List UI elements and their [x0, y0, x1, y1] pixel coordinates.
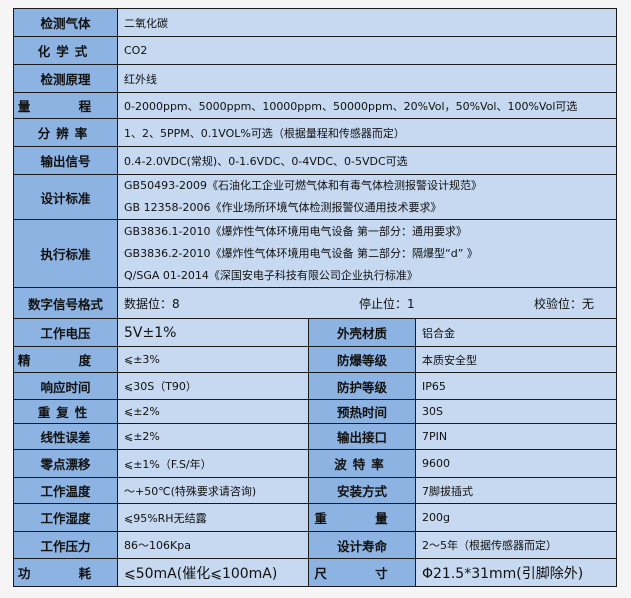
- spec-label: 设计寿命: [308, 531, 416, 559]
- spec-label: 波特率: [308, 449, 416, 478]
- spec-value: 7PIN: [415, 423, 617, 450]
- spec-row: 工作电压 5V±1% 外壳材质 铝合金: [13, 318, 617, 347]
- spec-label: 分辨率: [13, 118, 118, 147]
- spec-label: 输出接口: [308, 423, 416, 450]
- spec-row: 化学式 CO2: [13, 36, 617, 65]
- spec-row: 检测气体 二氧化碳: [13, 8, 617, 37]
- spec-label: 外壳材质: [308, 318, 416, 347]
- spec-value: ⩽±2%: [117, 423, 309, 450]
- spec-label: 化学式: [13, 36, 118, 65]
- spec-value: ⩽50mA(催化⩽100mA): [117, 558, 309, 587]
- spec-label: 线性误差: [13, 423, 118, 450]
- spec-value: 0-2000ppm、5000ppm、10000ppm、50000ppm、20%V…: [117, 92, 617, 119]
- spec-label: 数字信号格式: [13, 287, 118, 319]
- spec-table: 检测气体 二氧化碳 化学式 CO2 检测原理 红外线量 程 0-2000ppm、5000pp…: [13, 8, 617, 587]
- exec-standard-row: 执行标准 GB3836.1-2010《爆炸性气体环境用电气设备 第一部分：通用要求…: [13, 219, 617, 288]
- spec-value: 0.4-2.0VDC(常规)、0-1.6VDC、0-4VDC、0-5VDC可选: [117, 146, 617, 175]
- spec-label: 工作湿度: [13, 503, 118, 532]
- spec-label: 防护等级: [308, 372, 416, 400]
- standard-line: GB3836.2-2010《爆炸性气体环境用电气设备 第二部分：隔爆型“d” 》: [124, 246, 478, 260]
- standard-line: GB3836.1-2010《爆炸性气体环境用电气设备 第一部分：通用要求》: [124, 224, 468, 238]
- digital-format-row: 数字信号格式 数据位：8 停止位：1 校验位：无: [13, 287, 617, 319]
- spec-label: 执行标准: [13, 219, 118, 288]
- spec-row: 线性误差 ⩽±2% 输出接口 7PIN: [13, 423, 617, 450]
- spec-value: ⩽±1%（F.S/年）: [117, 449, 309, 478]
- spec-label: 零点漂移: [13, 449, 118, 478]
- spec-row: 精 度 ⩽±3% 防爆等级 本质安全型: [13, 346, 617, 373]
- spec-value: IP65: [415, 372, 617, 400]
- parity: 校验位：无: [533, 296, 594, 311]
- spec-value: GB50493-2009《石油化工企业可燃气体和有毒气体检测报警设计规范》 GB …: [117, 174, 617, 220]
- spec-value: ～+50℃(特殊要求请咨询): [117, 477, 309, 504]
- spec-label: 预热时间: [308, 399, 416, 424]
- spec-row: 重复性 ⩽±2% 预热时间 30S: [13, 399, 617, 424]
- spec-value: ⩽±3%: [117, 346, 309, 373]
- spec-label: 工作温度: [13, 477, 118, 504]
- design-standard-row: 设计标准 GB50493-2009《石油化工企业可燃气体和有毒气体检测报警设计规范…: [13, 174, 617, 220]
- spec-row: 检测原理 红外线: [13, 64, 617, 93]
- standard-line: GB50493-2009《石油化工企业可燃气体和有毒气体检测报警设计规范》: [124, 179, 483, 192]
- spec-value: 5V±1%: [117, 318, 309, 347]
- spec-value: 1、2、5PPM、0.1VOL%可选（根据量程和传感器而定）: [117, 118, 617, 147]
- spec-value: 本质安全型: [415, 346, 617, 373]
- spec-value: 200g: [415, 503, 617, 532]
- data-bits: 数据位：8: [124, 296, 180, 311]
- spec-value: 铝合金: [415, 318, 617, 347]
- spec-value: 30S: [415, 399, 617, 424]
- spec-row: 量 程 0-2000ppm、5000ppm、10000ppm、50000ppm、2…: [13, 92, 617, 119]
- spec-value: 2～5年（根据传感器而定）: [415, 531, 617, 559]
- spec-row: 功 耗 ⩽50mA(催化⩽100mA) 尺 寸 Φ21.5*31mm(引脚除外): [13, 558, 617, 587]
- spec-label: 尺 寸: [308, 558, 416, 587]
- spec-label: 检测气体: [13, 8, 118, 37]
- spec-label: 工作电压: [13, 318, 118, 347]
- spec-value: GB3836.1-2010《爆炸性气体环境用电气设备 第一部分：通用要求》 GB3…: [117, 219, 617, 288]
- spec-value: ⩽30S（T90）: [117, 372, 309, 400]
- spec-label: 设计标准: [13, 174, 118, 220]
- spec-value: ⩽95%RH无结露: [117, 503, 309, 532]
- spec-label: 响应时间: [13, 372, 118, 400]
- standard-line: Q/SGA 01-2014《深国安电子科技有限公司企业执行标准》: [124, 268, 418, 282]
- spec-label: 检测原理: [13, 64, 118, 93]
- spec-row: 输出信号 0.4-2.0VDC(常规)、0-1.6VDC、0-4VDC、0-5VD…: [13, 146, 617, 175]
- spec-label: 精 度: [13, 346, 118, 373]
- spec-label: 工作压力: [13, 531, 118, 559]
- spec-label: 重复性: [13, 399, 118, 424]
- spec-value: Φ21.5*31mm(引脚除外): [415, 558, 617, 587]
- spec-label: 安装方式: [308, 477, 416, 504]
- spec-value: 数据位：8 停止位：1 校验位：无: [117, 287, 617, 319]
- standard-line: GB 12358-2006《作业场所环境气体检测报警仪通用技术要求》: [124, 201, 442, 214]
- spec-value: 7脚拔插式: [415, 477, 617, 504]
- spec-row: 响应时间 ⩽30S（T90） 防护等级 IP65: [13, 372, 617, 400]
- spec-value: CO2: [117, 36, 617, 65]
- spec-value: 86～106Kpa: [117, 531, 309, 559]
- spec-row: 工作湿度 ⩽95%RH无结露重 量 200g: [13, 503, 617, 532]
- spec-value: 红外线: [117, 64, 617, 93]
- spec-value: ⩽±2%: [117, 399, 309, 424]
- spec-row: 工作温度 ～+50℃(特殊要求请咨询) 安装方式 7脚拔插式: [13, 477, 617, 504]
- spec-label: 量 程: [13, 92, 118, 119]
- spec-value: 9600: [415, 449, 617, 478]
- stop-bits: 停止位：1: [358, 296, 415, 311]
- spec-label: 功 耗: [13, 558, 118, 587]
- spec-row: 分辨率 1、2、5PPM、0.1VOL%可选（根据量程和传感器而定）: [13, 118, 617, 147]
- spec-row: 零点漂移 ⩽±1%（F.S/年） 波特率 9600: [13, 449, 617, 478]
- spec-label: 防爆等级: [308, 346, 416, 373]
- spec-label: 重 量: [308, 503, 416, 532]
- spec-label: 输出信号: [13, 146, 118, 175]
- spec-value: 二氧化碳: [117, 8, 617, 37]
- spec-row: 工作压力 86～106Kpa 设计寿命 2～5年（根据传感器而定）: [13, 531, 617, 559]
